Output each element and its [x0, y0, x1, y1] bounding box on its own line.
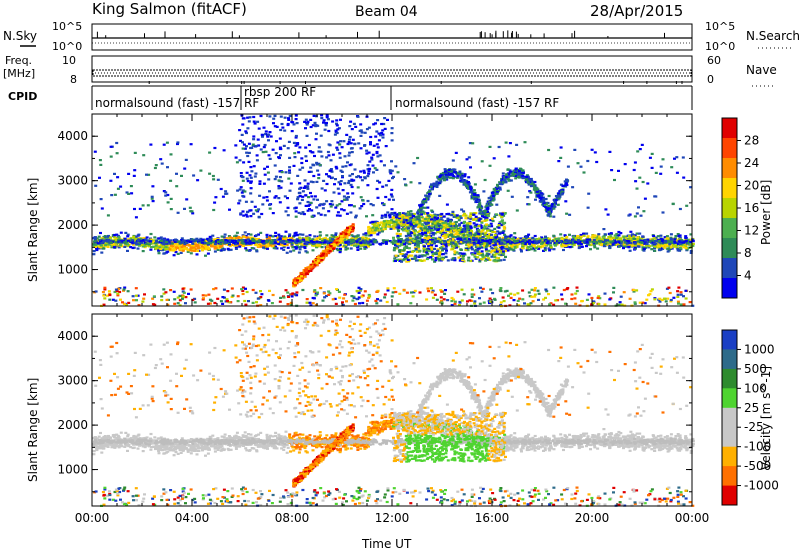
y-tick-label: 4000	[57, 329, 88, 343]
colorbar-tick-label: -25	[744, 420, 764, 434]
cpid-segment-3: normalsound (fast) -157 RF	[395, 96, 559, 110]
power-colorbar-label: Power [dB]	[759, 180, 773, 245]
power-colorbar: 4 8 12 16 20 24 28	[721, 117, 759, 299]
station-title: King Salmon (fitACF)	[92, 0, 247, 18]
y-tick-label: 3000	[57, 374, 88, 388]
nsky-top-tick: 10^5	[52, 20, 82, 33]
colorbar-tick-label: 24	[744, 156, 759, 170]
cpid-strip	[91, 85, 693, 110]
colorbar-tick-label: -500	[744, 459, 771, 473]
nsky-panel	[91, 23, 693, 51]
nsearch-label: N.Search	[746, 29, 800, 43]
colorbar-tick-label: 16	[744, 201, 759, 215]
y-tick-label: 1000	[57, 463, 88, 477]
x-tick-label: 00:00	[675, 511, 710, 525]
y-tick-label: 2000	[57, 218, 88, 232]
velocity-ylabel: Slant Range [km]	[26, 378, 40, 482]
x-tick-label: 20:00	[575, 511, 610, 525]
cpid-label: CPID	[8, 90, 37, 103]
nsky-bottom-tick: 10^0	[52, 40, 82, 53]
x-tick-label: 16:00	[475, 511, 510, 525]
nsearch-bottom-tick: 10^0	[705, 40, 735, 53]
nave-label: Nave	[746, 63, 777, 77]
y-tick-label: 3000	[57, 174, 88, 188]
colorbar-tick-label: 12	[744, 224, 759, 238]
nsearch-top-tick: 10^5	[705, 20, 735, 33]
colorbar-tick-label: 25	[744, 401, 759, 415]
colorbar-tick-label: 28	[744, 134, 759, 148]
freq-unit-label: [MHz]	[3, 67, 35, 80]
colorbar-tick-label: -1000	[744, 479, 779, 493]
freq-bottom-tick: 8	[70, 73, 77, 86]
colorbar-tick-label: 8	[744, 246, 752, 260]
date-title: 28/Apr/2015	[590, 2, 683, 20]
power-ylabel: Slant Range [km]	[26, 178, 40, 282]
power-panel: 1000 2000 3000 4000	[57, 113, 695, 308]
cpid-segment-2: rbsp 200 RF	[244, 85, 316, 99]
colorbar-tick-label: 500	[744, 362, 767, 376]
time-axis-label: Time UT	[361, 537, 412, 551]
y-tick-label: 2000	[57, 418, 88, 432]
freq-panel	[91, 55, 693, 84]
x-tick-label: 08:00	[275, 511, 310, 525]
x-tick-label: 04:00	[175, 511, 210, 525]
x-tick-label: 00:00	[75, 511, 110, 525]
colorbar-tick-label: 20	[744, 179, 759, 193]
y-tick-label: 4000	[57, 129, 88, 143]
velocity-colorbar-label: Velocity [m s^-1]	[759, 366, 773, 470]
colorbar-tick-label: 4	[744, 269, 752, 283]
freq-top-tick: 10	[62, 54, 76, 67]
y-tick-label: 1000	[57, 263, 88, 277]
cpid-segment-1: normalsound (fast) -157 RF	[95, 96, 259, 110]
freq-label: Freq.	[5, 54, 32, 67]
colorbar-tick-label: -100	[744, 440, 771, 454]
velocity-colorbar: 1000 500 100 25 -25 -100 -500 -1000	[721, 329, 779, 506]
nsky-label: N.Sky	[3, 29, 37, 43]
beam-title: Beam 04	[355, 4, 418, 20]
nave-top-tick: 60	[707, 54, 721, 67]
x-tick-label: 12:00	[375, 511, 410, 525]
colorbar-tick-label: 100	[744, 381, 767, 395]
nave-bottom-tick: 0	[707, 73, 714, 86]
colorbar-tick-label: 1000	[744, 342, 775, 356]
velocity-panel: 1000 2000 3000 4000 00:00 04:00 08:00 12:00 16:0…	[57, 313, 710, 525]
